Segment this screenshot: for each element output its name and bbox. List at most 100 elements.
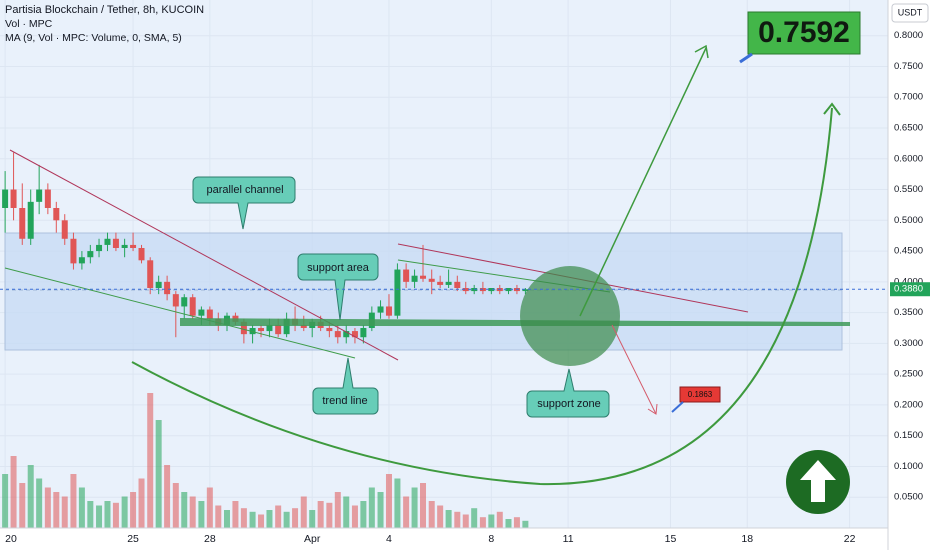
- candle-body: [2, 189, 9, 208]
- candle-body: [172, 294, 179, 307]
- candle-body: [70, 238, 77, 264]
- arrow-head: [647, 403, 658, 415]
- badge-arrow: [800, 460, 836, 502]
- target-pointer: [671, 401, 684, 413]
- candle-body: [53, 208, 60, 221]
- up-badge: [786, 450, 850, 514]
- volume-bar: [87, 501, 94, 528]
- volume-bar: [172, 483, 179, 528]
- candle-body: [189, 297, 196, 316]
- volume-bar: [61, 496, 68, 528]
- y-tick-label: 0.2000: [894, 399, 923, 410]
- volume-bar: [360, 501, 367, 528]
- chart-title: Partisia Blockchain / Tether, 8h, KUCOIN: [5, 4, 204, 16]
- volume-bar: [445, 510, 452, 528]
- x-tick-label: 18: [741, 533, 753, 545]
- volume-bar: [112, 502, 119, 528]
- candle-body: [138, 248, 145, 261]
- volume-bar: [428, 501, 435, 528]
- currency: USDT: [898, 7, 923, 17]
- candle-body: [454, 281, 461, 288]
- volume-bar: [104, 501, 111, 528]
- x-tick-label: 4: [386, 533, 392, 545]
- volume-pane: [2, 393, 529, 528]
- candle-body: [420, 275, 427, 279]
- indicator: MA (9, Vol · MPC: Volume, 0, SMA, 5): [5, 32, 182, 44]
- candle-body: [206, 309, 213, 319]
- volume-bar: [309, 510, 316, 528]
- callout-text: trend line: [322, 395, 367, 407]
- volume-bar: [70, 474, 77, 528]
- callout-box: [297, 253, 379, 321]
- candle-body: [61, 220, 68, 239]
- candle-body: [130, 244, 137, 248]
- candle-body: [121, 244, 128, 248]
- callout-box: [526, 368, 610, 418]
- arrow-head: [694, 44, 709, 59]
- volume-bar: [283, 511, 290, 528]
- x-tick-label: 11: [563, 533, 574, 545]
- y-tick-label: 0.7000: [894, 92, 923, 103]
- x-tick-label: 15: [665, 533, 677, 545]
- volume-bar: [411, 487, 418, 528]
- volume-bar: [258, 514, 265, 528]
- volume-bar: [488, 514, 495, 528]
- candle-body: [19, 208, 26, 239]
- candle-body: [351, 331, 358, 338]
- candle-body: [394, 269, 401, 316]
- target-pointer: [739, 52, 753, 64]
- volume-bar: [513, 517, 520, 528]
- y-tick-label: 0.6500: [894, 123, 923, 134]
- callout-box: [192, 176, 296, 230]
- target-box: [747, 11, 861, 55]
- volume-bar: [19, 483, 26, 528]
- candle-body: [377, 306, 384, 313]
- y-tick-label: 0.4000: [894, 276, 923, 287]
- y-tick-label: 0.4500: [894, 246, 923, 257]
- candle-body: [249, 328, 256, 335]
- candle-body: [44, 189, 51, 208]
- candle-body: [78, 257, 85, 264]
- callout-text: parallel channel: [206, 184, 283, 196]
- candle-body: [462, 288, 469, 292]
- candle-body: [505, 288, 512, 292]
- volume-bar: [121, 496, 128, 528]
- candle-body: [334, 331, 341, 338]
- candle-body: [36, 189, 43, 202]
- volume-bar: [454, 511, 461, 528]
- volume-bar: [394, 478, 401, 528]
- x-tick-label: 25: [127, 533, 139, 545]
- volume-bar: [138, 478, 145, 528]
- x-tick-label: 20: [5, 533, 17, 545]
- callout: support area: [297, 253, 379, 321]
- callout: trend line: [312, 357, 379, 415]
- support-zone-circle: [520, 266, 620, 366]
- indicator: Vol · MPC: [5, 18, 53, 30]
- target-text: 0.1863: [688, 390, 713, 399]
- volume-bar: [420, 483, 427, 528]
- candle-body: [343, 331, 350, 338]
- candle-body: [300, 324, 307, 328]
- candle-body: [283, 318, 290, 335]
- volume-bar: [368, 487, 375, 528]
- curve-arrow-head: [823, 102, 841, 116]
- candle-body: [488, 288, 495, 292]
- target-text: 0.7592: [758, 16, 850, 49]
- volume-bar: [78, 487, 85, 528]
- volume-bar: [181, 492, 188, 528]
- candle-body: [164, 281, 171, 295]
- volume-bar: [385, 474, 392, 528]
- volume-bar: [479, 517, 486, 528]
- y-tick-label: 0.7500: [894, 61, 923, 72]
- price-axis: [888, 0, 932, 550]
- volume-bar: [232, 501, 239, 528]
- volume-bar: [155, 420, 162, 528]
- volume-bar: [351, 505, 358, 528]
- volume-bar: [471, 508, 478, 528]
- volume-bar: [240, 508, 247, 528]
- last-price-label: 0.3880: [894, 284, 923, 295]
- target-box: [679, 386, 721, 403]
- currency-box: [891, 3, 929, 23]
- x-tick-label: 8: [488, 533, 494, 545]
